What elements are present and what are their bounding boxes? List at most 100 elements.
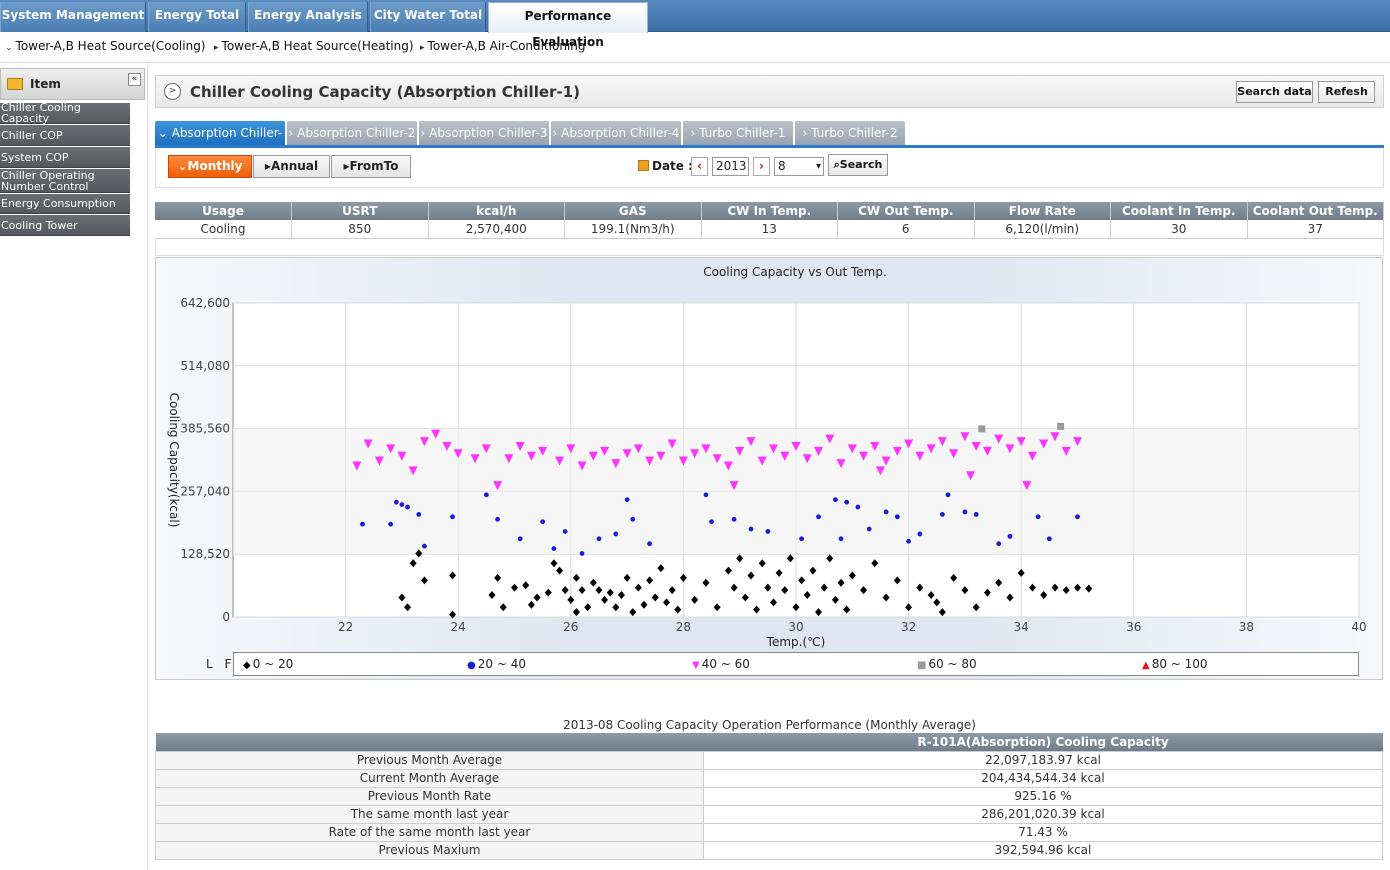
chevron-down-icon: ▾ xyxy=(815,161,821,172)
sidebar-item-chiller-cooling-capacity[interactable]: Chiller Cooling Capacity xyxy=(0,101,130,125)
tab-city-water-total[interactable]: City Water Total xyxy=(370,2,486,32)
legend-item-20-40[interactable]: ● 20 ~ 40 xyxy=(467,657,526,671)
sidebar-item-chiller-cop[interactable]: Chiller COP xyxy=(0,125,130,146)
tab-turbo-chiller-1[interactable]: › Turbo Chiller-1 xyxy=(683,121,793,145)
chevron-right-icon: › xyxy=(802,126,812,140)
row-value: 286,201,020.39 kcal xyxy=(703,804,1383,824)
tab-label: Turbo Chiller-1 xyxy=(699,126,786,140)
tab-underline xyxy=(155,145,1384,148)
chevron-right-icon: › xyxy=(552,126,562,140)
legend-label: 60 ~ 80 xyxy=(928,657,977,671)
performance-title: 2013-08 Cooling Capacity Operation Perfo… xyxy=(563,718,976,732)
tab-label: Turbo Chiller-2 xyxy=(811,126,898,140)
sidebar-item-label: Chiller Operating Number Control xyxy=(1,168,95,193)
chevron-right-icon: ▸ xyxy=(420,43,425,53)
tab-annual[interactable]: ▸Annual xyxy=(253,155,330,178)
chevron-down-icon: ⌄ xyxy=(5,43,13,53)
cell-cw-in: 13 xyxy=(701,220,838,239)
sidebar-item-label: Chiller COP xyxy=(1,128,63,142)
row-value: 204,434,544.34 kcal xyxy=(703,768,1383,788)
tab-fromto[interactable]: ▸FromTo xyxy=(331,155,411,178)
table-row: Rate of the same month last year 71.43 % xyxy=(155,822,1383,842)
tab-label: Monthly xyxy=(187,159,243,173)
legend-item-80-100[interactable]: ▲ 80 ~ 100 xyxy=(1142,657,1208,671)
performance-body: Previous Month Average 22,097,183.97 kcal… xyxy=(155,750,1383,860)
col-kcalh: kcal/h xyxy=(428,202,565,220)
chevron-down-icon: ⌄ xyxy=(177,159,188,173)
month-select[interactable]: 8 ▾ xyxy=(774,157,824,176)
row-label: Rate of the same month last year xyxy=(155,822,704,842)
table-row: Cooling 850 2,570,400 199.1(Nm3/h) 13 6 … xyxy=(155,220,1384,239)
chevron-right-circle-icon[interactable]: > xyxy=(164,83,181,100)
tab-label: Annual xyxy=(270,159,319,173)
table-row: Current Month Average 204,434,544.34 kcal xyxy=(155,768,1383,788)
subnav-air-conditioning[interactable]: ▸ Tower-A,B Air-Conditioning xyxy=(420,39,586,53)
summary-spacer xyxy=(155,238,1384,256)
legend-item-60-80[interactable]: ■ 60 ~ 80 xyxy=(917,657,977,671)
tab-absorption-chiller-2[interactable]: › Absorption Chiller-2 xyxy=(287,121,417,145)
row-label: Previous Maxium xyxy=(155,840,704,860)
triangle-up-icon: ▲ xyxy=(1142,660,1150,671)
calendar-icon xyxy=(638,160,649,171)
chart-legend xyxy=(233,652,1359,676)
sidebar-item-operating-number-control[interactable]: Chiller Operating Number Control xyxy=(0,169,130,193)
row-value: 925.16 % xyxy=(703,786,1383,806)
collapse-icon[interactable]: « xyxy=(128,73,141,86)
sidebar-item-energy-consumption[interactable]: Energy Consumption xyxy=(0,194,130,214)
cell-flow-rate: 6,120(l/min) xyxy=(974,220,1111,239)
subnav-heat-source-heating[interactable]: ▸ Tower-A,B Heat Source(Heating) xyxy=(214,39,414,53)
sidebar-item-system-cop[interactable]: System COP xyxy=(0,147,130,168)
cell-kcalh: 2,570,400 xyxy=(428,220,565,239)
row-label: Current Month Average xyxy=(155,768,704,788)
tab-system-management[interactable]: System Management xyxy=(0,2,146,32)
sidebar-item-label: Chiller Cooling Capacity xyxy=(1,101,81,125)
next-year-button[interactable]: › xyxy=(753,157,770,176)
sidebar-item-label: Cooling Tower xyxy=(1,218,78,232)
circle-icon: ● xyxy=(467,660,476,671)
subnav-heat-source-cooling[interactable]: ⌄ Tower-A,B Heat Source(Cooling) xyxy=(5,39,206,53)
chevron-right-icon: › xyxy=(420,126,430,140)
row-value: 22,097,183.97 kcal xyxy=(703,750,1383,770)
col-gas: GAS xyxy=(564,202,702,220)
top-nav: System Management Energy Total Energy An… xyxy=(0,0,1390,49)
chevron-right-icon: ▸ xyxy=(264,159,271,173)
refresh-button[interactable]: Refesh xyxy=(1318,81,1375,103)
performance-header-row: R-101A(Absorption) Cooling Capacity xyxy=(155,733,1383,751)
legend-item-40-60[interactable]: ▼ 40 ~ 60 xyxy=(692,657,750,671)
tab-energy-analysis[interactable]: Energy Analysis xyxy=(248,2,368,32)
summary-header-row: Usage USRT kcal/h GAS CW In Temp. CW Out… xyxy=(155,202,1384,220)
folder-icon xyxy=(7,78,23,90)
search-button[interactable]: ⌕Search xyxy=(828,154,888,176)
cell-usrt: 850 xyxy=(291,220,429,239)
search-icon: ⌕ xyxy=(833,158,840,171)
diamond-icon: ◆ xyxy=(243,660,251,671)
tab-absorption-chiller-1[interactable]: ⌄ Absorption Chiller-1 xyxy=(155,121,285,164)
tab-absorption-chiller-3[interactable]: › Absorption Chiller-3 xyxy=(419,121,549,145)
col-cw-out: CW Out Temp. xyxy=(837,202,975,220)
square-icon: ■ xyxy=(917,660,927,671)
tab-turbo-chiller-2[interactable]: › Turbo Chiller-2 xyxy=(795,121,905,145)
tab-performance-evaluation[interactable]: Performance Evaluation xyxy=(488,2,648,49)
chevron-down-icon: ⌄ xyxy=(157,126,172,140)
tab-energy-total[interactable]: Energy Total xyxy=(148,2,246,32)
tab-label: FromTo xyxy=(349,159,399,173)
legend-item-0-20[interactable]: ◆ 0 ~ 20 xyxy=(243,657,293,671)
sidebar-item-cooling-tower[interactable]: Cooling Tower xyxy=(0,215,130,236)
tab-label: Absorption Chiller-2 xyxy=(297,126,416,140)
chevron-right-icon: ▸ xyxy=(343,159,350,173)
cell-coolant-out: 37 xyxy=(1247,220,1384,239)
prev-year-button[interactable]: ‹ xyxy=(691,157,708,176)
tab-label: Absorption Chiller-4 xyxy=(561,126,680,140)
tab-label: Absorption Chiller-3 xyxy=(429,126,548,140)
sidebar-divider xyxy=(147,63,148,870)
chevron-right-icon: › xyxy=(288,126,298,140)
tab-absorption-chiller-4[interactable]: › Absorption Chiller-4 xyxy=(551,121,681,145)
chart-panel xyxy=(155,257,1383,680)
year-field[interactable]: 2013 xyxy=(712,157,749,176)
table-row: Previous Month Rate 925.16 % xyxy=(155,786,1383,806)
col-usage: Usage xyxy=(155,202,292,220)
performance-table: R-101A(Absorption) Cooling Capacity Prev… xyxy=(155,733,1383,860)
search-data-button[interactable]: Search data xyxy=(1236,81,1313,103)
tab-monthly[interactable]: ⌄Monthly xyxy=(168,155,252,178)
chevron-right-icon: › xyxy=(690,126,700,140)
